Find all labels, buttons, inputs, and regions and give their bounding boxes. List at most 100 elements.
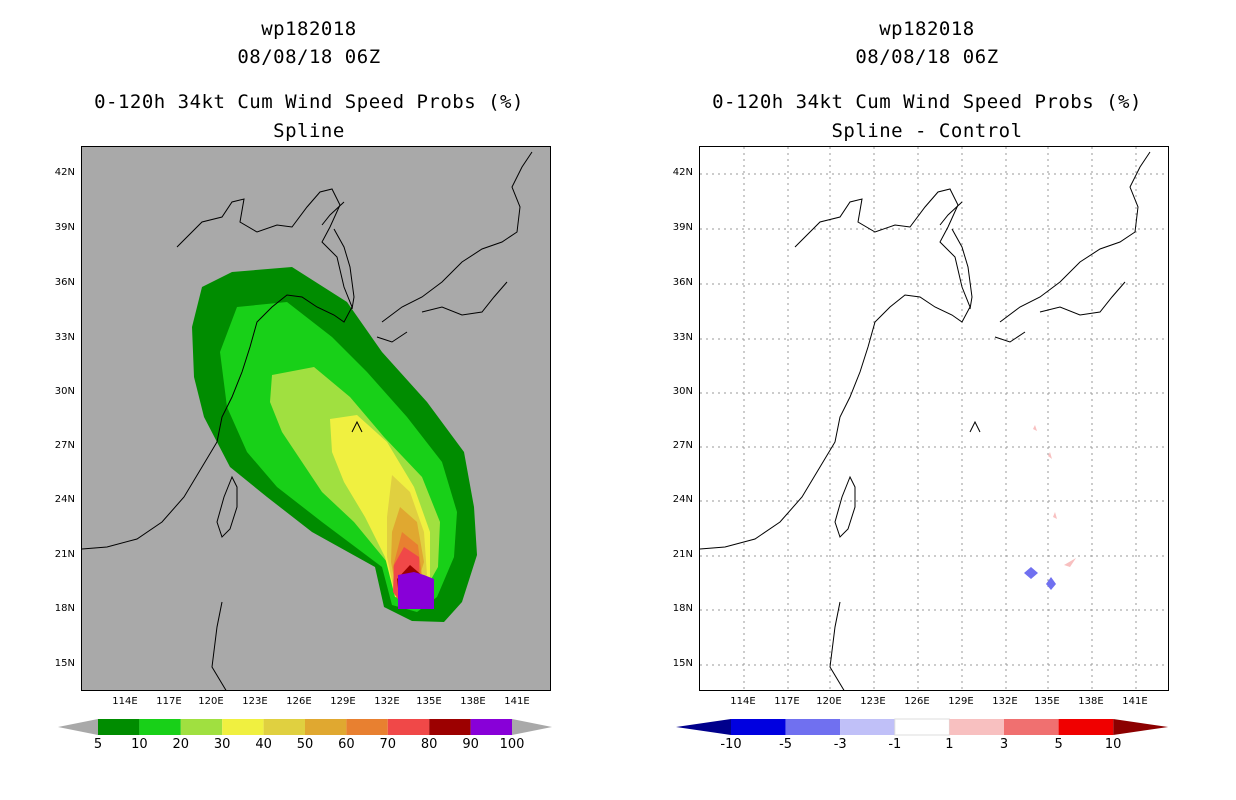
colorbar-box xyxy=(949,719,1004,735)
difference-colorbar xyxy=(676,716,1170,738)
colorbar-label: 90 xyxy=(462,737,479,752)
colorbar-end-low xyxy=(676,719,731,735)
lon-tick-label: 129E xyxy=(948,696,974,707)
lon-tick-label: 114E xyxy=(112,696,138,707)
lon-tick-label: 141E xyxy=(504,696,530,707)
colorbar-label: 60 xyxy=(338,737,355,752)
lat-tick-label: 39N xyxy=(54,222,75,233)
lat-tick-label: 21N xyxy=(54,549,75,560)
colorbar-label: 3 xyxy=(999,737,1009,752)
lon-tick-label: 114E xyxy=(730,696,756,707)
lat-tick-label: 39N xyxy=(672,222,693,233)
lat-tick-label: 42N xyxy=(54,167,75,178)
colorbar-box xyxy=(139,719,181,735)
diff-spot-blue-dark xyxy=(1046,577,1056,590)
lon-tick-label: 126E xyxy=(904,696,930,707)
colorbar-box xyxy=(785,719,841,735)
lon-tick-label: 117E xyxy=(156,696,182,707)
lat-tick-label: 24N xyxy=(672,494,693,505)
gridlines xyxy=(700,147,1168,690)
storm-id: wp182018 xyxy=(261,18,357,40)
lat-tick-label: 30N xyxy=(54,386,75,397)
lon-tick-label: 126E xyxy=(286,696,312,707)
probability-panel: wp182018 08/08/18 06Z 0-120h 34kt Cum Wi… xyxy=(54,18,552,752)
prob-swath-90-100 xyxy=(398,572,434,609)
lon-tick-label: 120E xyxy=(816,696,842,707)
difference-panel: wp182018 08/08/18 06Z 0-120h 34kt Cum Wi… xyxy=(618,0,1236,800)
colorbar-label: -10 xyxy=(720,737,742,752)
colorbar-label: 100 xyxy=(499,737,525,752)
colorbar-box xyxy=(222,719,264,735)
lat-tick-label: 33N xyxy=(672,332,693,343)
lon-tick-label: 135E xyxy=(416,696,442,707)
colorbar-end-high xyxy=(1113,719,1169,735)
probability-map xyxy=(82,151,533,690)
colorbar-label: 30 xyxy=(213,737,231,752)
lat-tick-label: 30N xyxy=(672,386,693,397)
colorbar-label: 40 xyxy=(255,737,272,752)
colorbar-box xyxy=(894,718,950,736)
colorbar-box xyxy=(731,719,786,735)
diff-spot-red-small-2 xyxy=(1048,452,1052,459)
colorbar-box xyxy=(387,719,430,735)
datetime: 08/08/18 06Z xyxy=(855,46,999,68)
colorbar-box xyxy=(429,719,471,735)
diff-spot-red-small-3 xyxy=(1033,425,1037,431)
lon-tick-label: 123E xyxy=(860,696,886,707)
colorbar-label: -1 xyxy=(888,737,902,752)
lat-tick-label: 36N xyxy=(672,277,693,288)
colorbar-label: 70 xyxy=(379,737,397,752)
product-title: 0-120h 34kt Cum Wind Speed Probs (%) xyxy=(94,91,524,113)
colorbar-box xyxy=(180,719,223,735)
product-title: 0-120h 34kt Cum Wind Speed Probs (%) xyxy=(712,91,1142,113)
colorbar-label: 20 xyxy=(172,737,190,752)
colorbar-label: 5 xyxy=(1054,737,1063,752)
colorbar-label: -5 xyxy=(779,737,793,752)
colorbar-label: 1 xyxy=(945,737,954,752)
lat-tick-label: 18N xyxy=(54,603,75,614)
lat-tick-label: 27N xyxy=(672,440,693,451)
lon-tick-label: 138E xyxy=(460,696,486,707)
colorbar-box xyxy=(1004,719,1059,735)
colorbar-label: 10 xyxy=(131,737,148,752)
lon-tick-label: 132E xyxy=(992,696,1018,707)
diff-spot-blue xyxy=(1024,567,1038,579)
lat-tick-label: 42N xyxy=(672,167,693,178)
diff-spot-red xyxy=(1064,558,1076,567)
colorbar-box xyxy=(98,719,140,735)
lon-tick-label: 129E xyxy=(330,696,356,707)
colorbar-box xyxy=(470,719,512,735)
colorbar-label: 10 xyxy=(1104,737,1122,752)
lon-tick-label: 135E xyxy=(1034,696,1060,707)
map-area xyxy=(699,146,1169,691)
lat-tick-label: 27N xyxy=(54,440,75,451)
colorbar-box xyxy=(840,719,895,735)
lon-tick-label: 141E xyxy=(1122,696,1148,707)
colorbar-svg xyxy=(676,718,1169,736)
lon-tick-label: 123E xyxy=(242,696,268,707)
colorbar-svg xyxy=(58,719,552,735)
colorbar-box xyxy=(1058,719,1114,735)
datetime: 08/08/18 06Z xyxy=(237,46,381,68)
coastlines xyxy=(82,151,533,690)
storm-id: wp182018 xyxy=(879,18,975,40)
colorbar-label: 80 xyxy=(420,737,438,752)
subtitle: Spline - Control xyxy=(831,120,1023,142)
lon-tick-label: 132E xyxy=(374,696,400,707)
colorbar-label: 50 xyxy=(296,737,314,752)
lon-tick-label: 120E xyxy=(198,696,224,707)
colorbar-box xyxy=(263,719,305,735)
lat-tick-label: 18N xyxy=(672,603,693,614)
colorbar-label: -3 xyxy=(833,737,847,752)
subtitle: Spline xyxy=(273,120,345,142)
lon-tick-label: 138E xyxy=(1078,696,1104,707)
map-area xyxy=(81,146,551,691)
colorbar-end xyxy=(58,719,98,735)
difference-spots xyxy=(1024,425,1076,590)
colorbar-end xyxy=(512,719,552,735)
colorbar-box xyxy=(346,719,388,735)
diff-spot-red-small xyxy=(1053,512,1057,519)
lon-tick-label: 117E xyxy=(774,696,800,707)
lat-tick-label: 36N xyxy=(54,277,75,288)
lat-tick-label: 15N xyxy=(54,658,75,669)
